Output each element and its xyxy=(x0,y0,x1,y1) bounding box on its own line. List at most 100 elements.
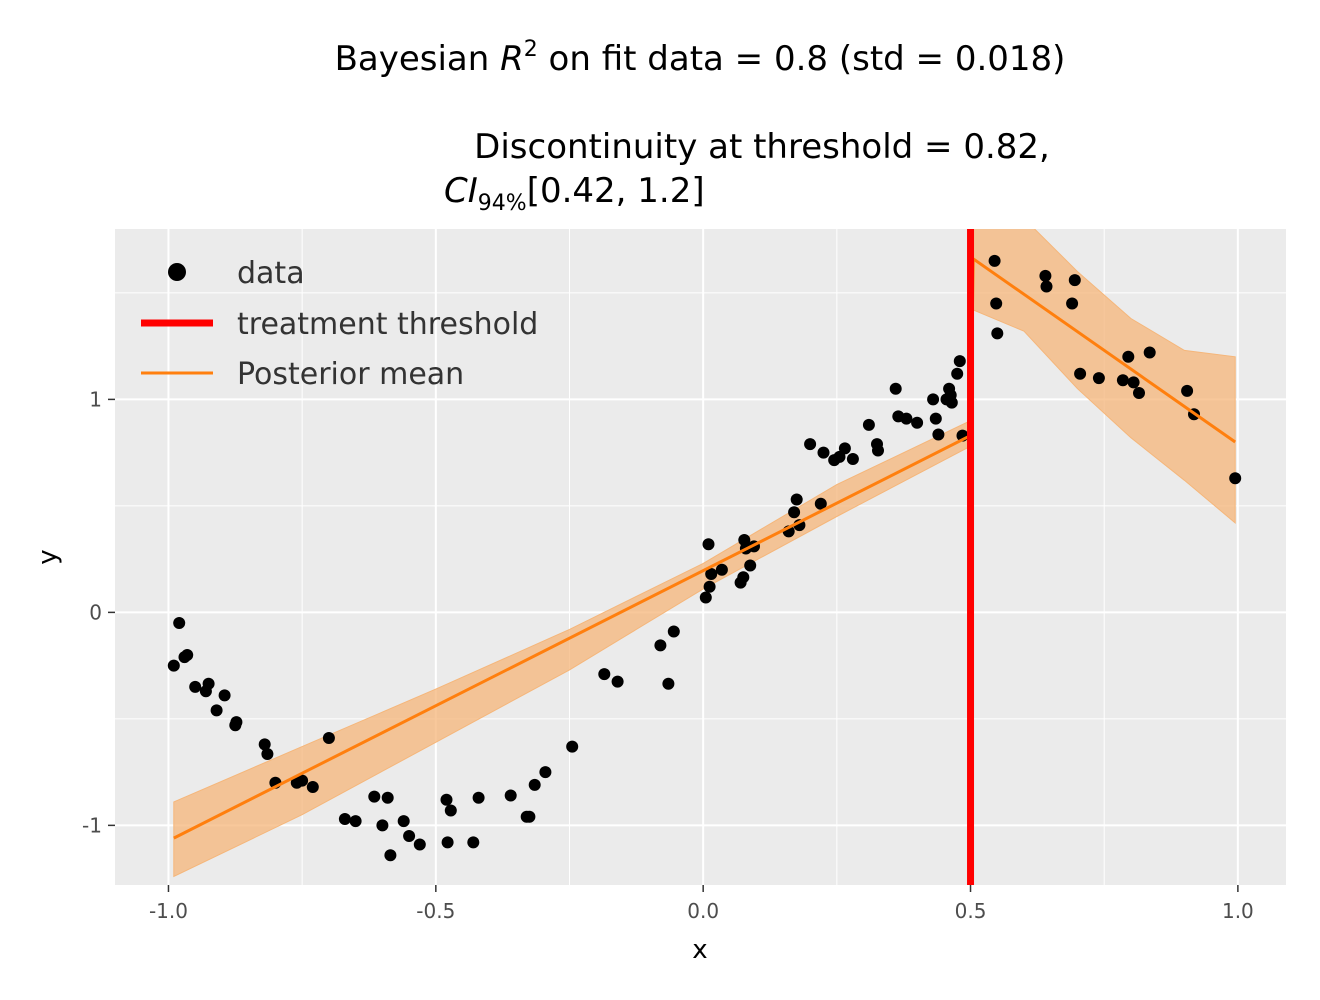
data-point xyxy=(862,418,875,431)
data-points xyxy=(167,254,1242,862)
data-point xyxy=(988,254,1001,267)
data-point xyxy=(953,355,966,368)
data-point xyxy=(403,830,416,842)
data-point xyxy=(833,450,846,463)
data-point xyxy=(846,453,859,465)
data-point xyxy=(945,396,958,409)
data-point xyxy=(210,704,223,717)
data-point xyxy=(230,716,243,729)
legend-threshold-label: treatment threshold xyxy=(237,307,538,342)
x-tick-label: 0.5 xyxy=(955,899,987,923)
data-point xyxy=(381,791,394,804)
title-suffix: on fit data = 0.8 (std = 0.018) xyxy=(538,39,1066,79)
x-axis-ticks: -1.0 -0.5 0.0 0.5 1.0 xyxy=(149,885,1254,923)
title-superscript: 2 xyxy=(524,37,538,62)
legend: data treatment threshold Posterior mean xyxy=(141,256,538,392)
data-point xyxy=(654,639,667,652)
data-point xyxy=(1181,384,1194,397)
data-point xyxy=(1039,269,1052,282)
title-prefix: Bayesian xyxy=(335,39,501,79)
data-point xyxy=(737,571,750,584)
data-point xyxy=(790,493,803,506)
data-point xyxy=(889,382,902,395)
legend-data-label: data xyxy=(237,256,305,291)
data-point xyxy=(991,327,1004,340)
data-point xyxy=(804,438,817,451)
data-point xyxy=(611,675,624,688)
data-point xyxy=(467,836,480,849)
data-point xyxy=(817,446,830,459)
data-point xyxy=(744,559,757,572)
x-tick-label: -1.0 xyxy=(149,899,188,923)
x-tick-label: 1.0 xyxy=(1222,899,1254,923)
data-point xyxy=(1122,350,1135,363)
data-point xyxy=(929,412,942,425)
y-tick-label: -1 xyxy=(82,813,102,837)
data-point xyxy=(384,849,397,862)
data-point xyxy=(1143,346,1156,359)
data-point xyxy=(523,810,536,823)
data-point xyxy=(218,689,231,702)
x-axis-label: x xyxy=(692,935,707,965)
data-point xyxy=(1229,472,1242,485)
data-point xyxy=(951,367,964,380)
data-point xyxy=(202,677,215,690)
y-axis-label: y xyxy=(33,549,63,564)
data-point xyxy=(167,659,180,672)
data-point xyxy=(440,793,453,806)
data-point xyxy=(703,580,716,593)
chart-subtitle-line3: CI94%[0.42, 1.2] xyxy=(444,171,705,216)
data-point xyxy=(181,649,194,661)
data-point xyxy=(699,591,712,604)
data-point xyxy=(1074,367,1087,380)
data-point xyxy=(900,412,913,425)
data-point xyxy=(702,538,715,551)
data-point xyxy=(413,838,426,851)
title-r-symbol: R xyxy=(500,39,524,79)
chart-title-line1: Bayesian R2 on fit data = 0.8 (std = 0.0… xyxy=(335,37,1066,79)
data-point xyxy=(911,416,924,429)
data-point xyxy=(539,766,552,779)
legend-data-marker xyxy=(168,263,186,281)
data-point xyxy=(990,297,1003,310)
data-point xyxy=(504,789,517,802)
x-tick-label: 0.0 xyxy=(687,899,719,923)
data-point xyxy=(173,617,186,629)
data-point xyxy=(368,790,381,803)
data-point xyxy=(296,774,309,787)
data-point xyxy=(338,813,351,825)
data-point xyxy=(667,625,680,638)
data-point xyxy=(872,444,884,457)
data-point xyxy=(1127,376,1140,389)
data-point xyxy=(814,497,827,510)
data-point xyxy=(322,732,335,744)
data-point xyxy=(715,563,728,576)
data-point xyxy=(662,677,675,690)
data-point xyxy=(444,804,457,817)
data-point xyxy=(376,819,389,832)
x-tick-label: -0.5 xyxy=(416,899,455,923)
data-point xyxy=(1066,297,1079,310)
data-point xyxy=(441,836,454,849)
ci-subscript: 94% xyxy=(478,191,527,216)
y-tick-label: 0 xyxy=(89,600,102,624)
data-point xyxy=(349,815,362,828)
data-point xyxy=(705,568,718,580)
data-point xyxy=(1040,280,1053,293)
data-point xyxy=(1133,387,1145,399)
data-point xyxy=(598,668,611,681)
data-point xyxy=(258,738,271,751)
data-point xyxy=(397,815,410,828)
data-point xyxy=(932,428,945,441)
data-point xyxy=(1068,274,1081,287)
data-point xyxy=(472,791,485,804)
data-point xyxy=(566,740,579,753)
y-tick-label: 1 xyxy=(89,387,102,411)
data-point xyxy=(189,680,202,693)
y-axis-ticks: -1 0 1 xyxy=(82,387,115,837)
data-point xyxy=(1116,374,1129,387)
data-point xyxy=(838,442,851,455)
data-point xyxy=(788,506,801,519)
data-point xyxy=(306,781,319,793)
